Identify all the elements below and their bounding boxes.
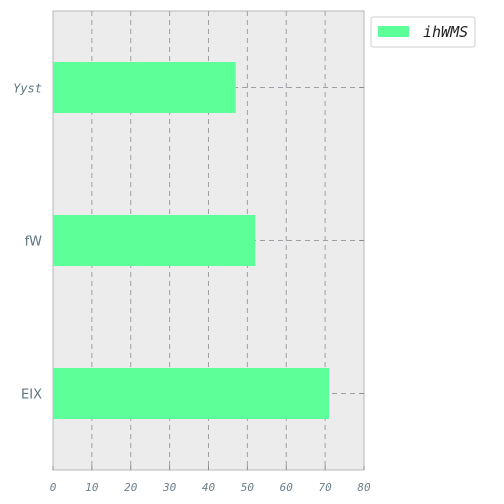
legend: ihWMS — [370, 16, 476, 48]
legend-label: ihWMS — [423, 23, 468, 41]
legend-box — [370, 16, 476, 48]
y-tick-label: EIX — [21, 388, 42, 403]
legend-swatch — [378, 26, 409, 37]
x-axis-ticks: 0 10 20 30 40 50 60 70 80 — [50, 466, 371, 494]
x-tick-label: 20 — [124, 481, 138, 494]
x-tick-label: 40 — [202, 481, 216, 494]
x-tick-label: 70 — [319, 481, 333, 494]
bars — [53, 62, 330, 419]
x-tick-label: 50 — [241, 481, 255, 494]
x-tick-label: 10 — [85, 481, 99, 494]
bar-eix — [53, 368, 330, 419]
y-tick-label: Yyst — [13, 82, 42, 96]
bar-fw — [53, 215, 256, 266]
x-tick-label: 60 — [280, 481, 294, 494]
y-axis-ticks: Yyst fW EIX — [13, 82, 364, 403]
x-tick-label: 0 — [50, 481, 57, 494]
bar-yyst — [53, 62, 236, 113]
y-tick-label: fW — [25, 235, 43, 250]
x-tick-label: 30 — [162, 481, 177, 494]
x-tick-label: 80 — [357, 481, 371, 494]
